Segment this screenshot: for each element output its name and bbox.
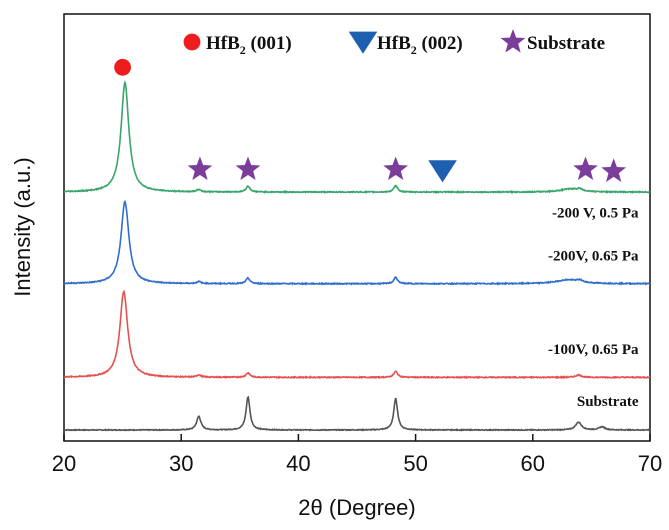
legend: HfB2 (001) HfB2 (002) Substrate <box>183 29 605 57</box>
hfb2-002-marker-4 <box>428 160 457 183</box>
substrate-star-marker-1 <box>187 156 213 180</box>
x-axis-title: 2θ (Degree) <box>298 495 415 520</box>
curve-label-2: -200V, 0.65 Pa <box>548 248 639 264</box>
legend-label-subscript: 2 <box>411 43 417 57</box>
series-layer <box>63 80 651 432</box>
legend-label-suffix: (001) <box>246 33 292 54</box>
legend-label-1: HfB2 (002) <box>377 33 463 57</box>
y-axis-title: Intensity (a.u.) <box>10 157 35 296</box>
curve-label-0: Substrate <box>577 394 639 410</box>
substrate-star-marker-2 <box>235 156 261 180</box>
substrate-star-marker-3 <box>383 156 409 180</box>
legend-triangle-icon-1 <box>348 31 378 54</box>
curve-label-3: -200 V, 0.5 Pa <box>552 205 639 221</box>
x-tick-label-20: 20 <box>52 451 76 476</box>
legend-label-subscript: 2 <box>240 43 246 57</box>
series-line-3 <box>63 80 651 195</box>
legend-circle-icon-0 <box>183 33 201 51</box>
series-line-1 <box>63 289 651 380</box>
substrate-star-marker-6 <box>601 158 627 182</box>
curve-labels: Substrate -100V, 0.65 Pa -200V, 0.65 Pa -20… <box>548 205 639 409</box>
legend-label-suffix: (002) <box>417 33 463 54</box>
hfb2-001-marker-0 <box>114 58 131 76</box>
curve-label-1: -100V, 0.65 Pa <box>548 342 639 358</box>
x-ticks: 20 30 40 50 60 70 <box>52 434 662 476</box>
peak-markers <box>114 58 627 183</box>
substrate-star-marker-5 <box>573 156 598 180</box>
series-line-0 <box>63 395 651 432</box>
x-tick-label-30: 30 <box>169 451 193 476</box>
x-tick-label-60: 60 <box>521 451 545 476</box>
x-tick-label-50: 50 <box>403 451 427 476</box>
series-line-2 <box>63 199 651 286</box>
legend-label-main: Substrate <box>527 33 605 54</box>
plot-frame <box>63 13 651 442</box>
x-tick-label-70: 70 <box>638 451 662 476</box>
legend-label-main: HfB <box>206 33 240 54</box>
legend-label-0: HfB2 (001) <box>206 33 292 57</box>
legend-label-main: HfB <box>377 33 411 54</box>
legend-label-2: Substrate <box>527 33 605 54</box>
legend-star-icon-2 <box>500 29 526 53</box>
x-tick-label-40: 40 <box>286 451 310 476</box>
